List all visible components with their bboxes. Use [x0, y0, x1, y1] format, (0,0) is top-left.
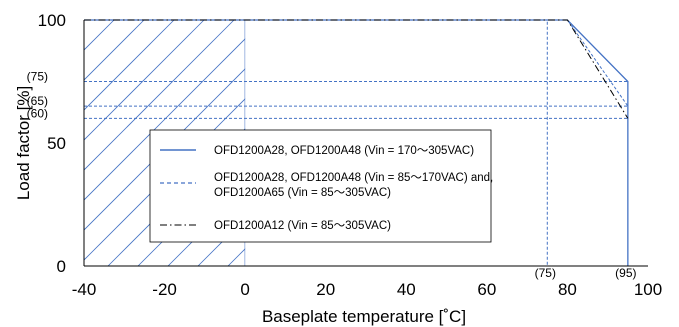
x-tick-label: -20 [152, 280, 177, 299]
legend-entry-2-line-2: OFD1200A65 (Vin = 85～305VAC) [214, 187, 391, 199]
y-tick-label: 50 [47, 134, 66, 153]
y-tick-label: 0 [57, 257, 66, 276]
y-annotation: (75) [27, 70, 48, 84]
series-lines [84, 19, 629, 266]
legend: OFD1200A28, OFD1200A48 (Vin = 170～305VAC… [149, 129, 493, 243]
y-tick-label: 100 [38, 11, 66, 30]
x-tick-label: 80 [558, 280, 577, 299]
x-tick-label: 0 [240, 280, 249, 299]
hatch-line [84, 20, 145, 81]
x-axis-label: Baseplate temperature [˚C] [262, 307, 466, 326]
y-annotation: (60) [27, 106, 48, 120]
y-annotation: (65) [27, 94, 48, 108]
legend-entry-1: OFD1200A28, OFD1200A48 (Vin = 170～305VAC… [214, 145, 474, 157]
legend-entry-3: OFD1200A12 (Vin = 85～305VAC) [214, 220, 391, 232]
series-2-line-b [84, 19, 629, 107]
x-annotation: (95) [615, 266, 636, 280]
reference-lines [84, 81, 628, 119]
hatch-line [84, 20, 85, 21]
hatch-line [468, 20, 679, 266]
y-axis-label: Load factor [%] [14, 86, 33, 200]
hatch-line [84, 20, 235, 171]
series-2-line [84, 19, 548, 266]
x-tick-label: 20 [316, 280, 335, 299]
x-tick-label: 60 [477, 280, 496, 299]
series-3-line [84, 19, 629, 119]
legend-entry-2-line-1: OFD1200A28, OFD1200A48 (Vin = 85～170VAC)… [214, 172, 493, 184]
axes: -40 -20 0 20 40 60 80 100 0 50 100 (75) (65)(60) (75)… [27, 11, 663, 299]
x-tick-label: 40 [397, 280, 416, 299]
x-tick-label: -40 [72, 280, 97, 299]
legend-box [149, 129, 492, 243]
hatch-line [84, 38, 246, 201]
hatch-line [84, 20, 205, 141]
x-tick-label: 100 [634, 280, 662, 299]
hatch-line [84, 20, 175, 111]
x-annotation: (75) [535, 266, 556, 280]
